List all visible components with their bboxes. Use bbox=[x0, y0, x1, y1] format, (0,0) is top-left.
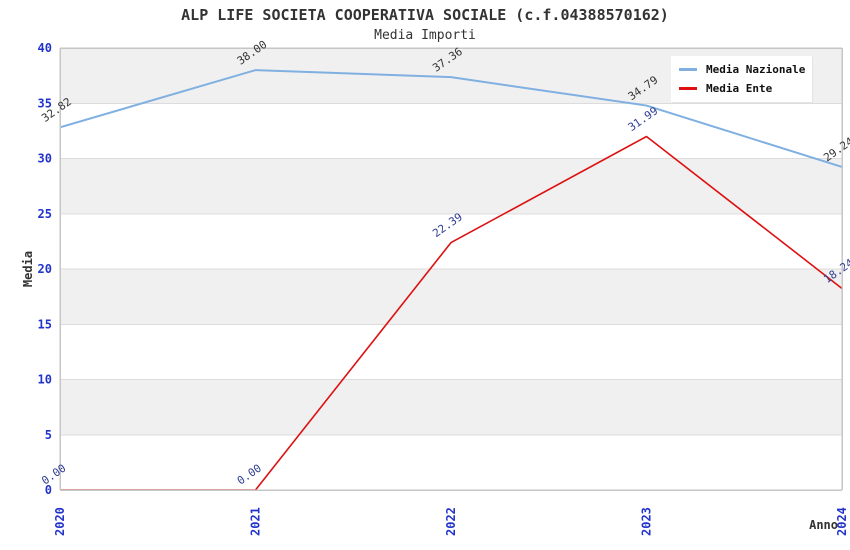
y-tick-labels: 0 5 10 15 20 25 30 35 40 bbox=[38, 41, 52, 497]
legend-item-media-nazionale: Media Nazionale bbox=[671, 63, 812, 76]
band bbox=[60, 269, 842, 325]
series-line-media-nazionale bbox=[59, 69, 843, 168]
y-tick-label: 0 bbox=[45, 483, 52, 497]
y-tick-label: 40 bbox=[38, 41, 52, 55]
media-nazionale-line-swatch bbox=[679, 67, 697, 71]
y-tick-label: 30 bbox=[38, 152, 52, 166]
x-tick-label: 2020 bbox=[53, 507, 67, 536]
band bbox=[60, 158, 842, 214]
chart-subtitle: Media Importi bbox=[374, 28, 476, 43]
legend-label-media-nazionale: Media Nazionale bbox=[706, 62, 806, 76]
chart-title: ALP LIFE SOCIETA COOPERATIVA SOCIALE (c.… bbox=[181, 6, 669, 24]
plot-border bbox=[59, 47, 843, 491]
x-tick-labels: 2020 2021 2022 2023 2024 bbox=[53, 507, 849, 536]
band bbox=[60, 379, 842, 435]
point-label: 22.39 bbox=[430, 210, 465, 240]
x-axis-title: Anno bbox=[809, 518, 838, 532]
y-tick-label: 35 bbox=[38, 96, 52, 110]
gridlines bbox=[60, 47, 842, 436]
x-tick-label: 2022 bbox=[444, 507, 458, 536]
legend-box: Media Nazionale Media Ente bbox=[671, 56, 812, 102]
y-tick-label: 25 bbox=[38, 207, 52, 221]
media-ente-line-swatch bbox=[679, 87, 697, 91]
x-tick-label: 2024 bbox=[835, 507, 849, 536]
x-tick-label: 2021 bbox=[249, 507, 263, 536]
x-tick-label: 2023 bbox=[640, 507, 654, 536]
y-tick-label: 10 bbox=[38, 373, 52, 387]
y-tick-label: 5 bbox=[45, 428, 52, 442]
y-tick-label: 15 bbox=[38, 317, 52, 331]
legend-item-media-ente: Media Ente bbox=[671, 82, 812, 95]
legend-label-media-ente: Media Ente bbox=[706, 82, 773, 96]
plot-bands bbox=[60, 48, 842, 435]
point-label: 0.00 bbox=[39, 462, 68, 488]
y-tick-label: 20 bbox=[38, 262, 52, 276]
y-axis-title: Media bbox=[21, 251, 35, 287]
point-label: 31.99 bbox=[626, 104, 661, 134]
